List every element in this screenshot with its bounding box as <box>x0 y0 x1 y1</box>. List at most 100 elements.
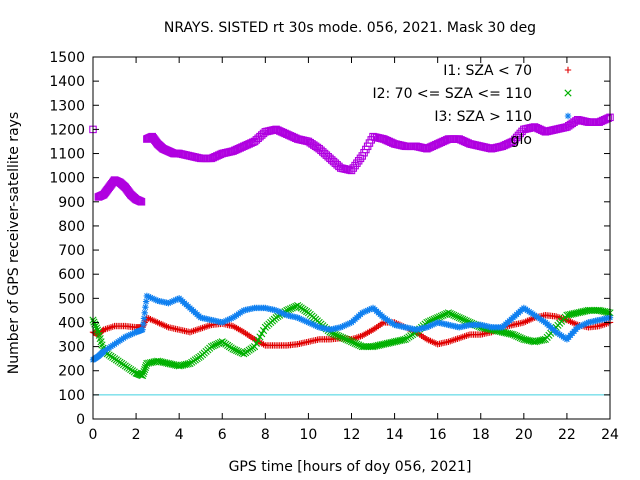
data-point <box>150 295 158 303</box>
data-point <box>92 322 100 330</box>
data-point <box>141 309 148 317</box>
x-tick-label: 0 <box>89 427 98 443</box>
x-tick-label: 18 <box>472 427 490 443</box>
data-point <box>581 320 589 328</box>
y-tick-label: 800 <box>58 219 85 235</box>
x-axis-label: GPS time [hours of doy 056, 2021] <box>229 459 472 475</box>
data-point <box>338 334 347 342</box>
data-point <box>222 317 230 325</box>
data-point <box>435 313 444 321</box>
data-point <box>298 316 305 323</box>
data-point <box>209 342 217 350</box>
y-tick-label: 900 <box>58 195 85 211</box>
data-point <box>425 323 432 330</box>
data-point <box>513 332 521 340</box>
data-point <box>123 332 131 340</box>
data-point <box>224 316 231 324</box>
y-tick-label: 400 <box>58 315 85 331</box>
data-point <box>307 320 314 327</box>
x-tick-label: 20 <box>515 427 533 443</box>
data-point <box>448 310 456 319</box>
data-point <box>213 340 221 348</box>
data-point <box>170 297 177 304</box>
data-point <box>342 321 350 329</box>
y-axis-label: Number of GPS receiver-satellite rays <box>6 112 22 374</box>
legend: I1: SZA < 70 I2: 70 <= SZA <= 110 I3: SZA … <box>372 63 572 148</box>
data-point <box>294 314 301 321</box>
y-tick-label: 700 <box>58 243 85 259</box>
data-point <box>457 314 465 323</box>
x-tick-label: 14 <box>386 427 404 443</box>
y-tick-label: 0 <box>76 412 85 428</box>
data-point <box>131 329 138 337</box>
data-point <box>427 322 434 329</box>
data-point <box>461 316 469 324</box>
legend-label: glo <box>511 132 532 148</box>
data-point <box>335 332 343 340</box>
y-tick-label: 1400 <box>49 74 85 90</box>
data-point <box>305 319 312 326</box>
data-point <box>174 295 181 303</box>
data-point <box>346 320 353 327</box>
data-point <box>184 360 192 368</box>
data-point <box>509 330 517 339</box>
data-point <box>364 307 371 314</box>
data-point <box>219 319 226 326</box>
data-point <box>351 339 359 347</box>
x-tick-label: 4 <box>175 427 184 443</box>
y-tick-label: 300 <box>58 340 85 356</box>
x-tick-label: 2 <box>132 427 141 443</box>
legend-label: I2: 70 <= SZA <= 110 <box>372 86 532 102</box>
data-point <box>337 324 344 331</box>
data-point <box>360 308 368 316</box>
data-point <box>331 330 339 339</box>
chart-title: NRAYS. SISTED rt 30s mode. 056, 2021. Ma… <box>164 20 536 36</box>
data-point <box>366 306 373 313</box>
data-point <box>93 324 101 332</box>
data-point <box>423 324 431 331</box>
data-point <box>285 306 293 314</box>
data-point <box>578 322 585 329</box>
data-point <box>93 326 102 334</box>
data-point <box>166 299 174 306</box>
data-point <box>142 303 149 311</box>
data-point <box>286 305 295 313</box>
data-point <box>229 345 237 353</box>
data-point <box>337 333 345 341</box>
data-point <box>355 341 363 349</box>
data-point <box>138 371 147 380</box>
data-point <box>296 315 303 322</box>
data-point <box>312 322 319 329</box>
data-point <box>437 312 445 320</box>
data-point <box>340 334 348 343</box>
series-layer <box>89 113 614 380</box>
x-tick-label: 12 <box>343 427 361 443</box>
y-tick-label: 500 <box>58 291 85 307</box>
data-point <box>359 309 366 317</box>
x-tick-label: 16 <box>429 427 447 443</box>
data-point <box>233 347 241 355</box>
legend-marker <box>564 66 572 74</box>
x-tick-label: 22 <box>558 427 576 443</box>
data-point <box>516 334 524 342</box>
data-point <box>226 316 233 323</box>
data-point <box>539 336 548 344</box>
data-point <box>281 311 289 318</box>
data-point <box>346 337 354 345</box>
data-point <box>399 336 408 344</box>
data-point <box>168 298 176 305</box>
data-point <box>165 299 172 307</box>
data-point <box>564 66 572 74</box>
data-point <box>455 314 463 322</box>
data-point <box>280 310 287 317</box>
data-point <box>450 311 458 319</box>
data-point <box>368 305 375 312</box>
data-point <box>564 112 572 120</box>
data-point <box>141 365 149 374</box>
data-point <box>430 320 438 328</box>
data-point <box>353 340 361 348</box>
data-point <box>276 308 283 316</box>
data-point <box>149 295 156 302</box>
data-point <box>140 367 148 376</box>
data-point <box>299 316 307 324</box>
